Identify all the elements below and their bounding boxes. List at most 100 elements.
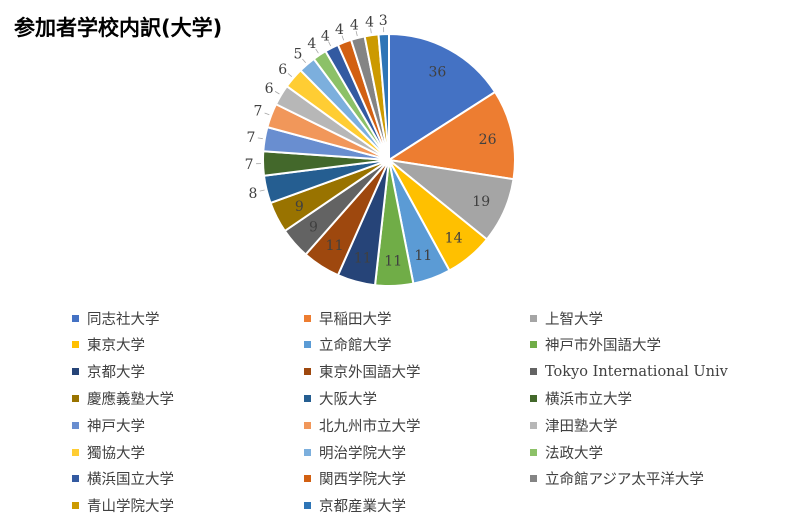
legend-swatch: [530, 368, 537, 376]
slice-value-label-18: 4: [321, 28, 330, 44]
legend-swatch: [530, 421, 537, 429]
legend-swatch: [304, 421, 311, 429]
legend-item: 立命館アジア太平洋大学: [530, 467, 704, 491]
legend-label: 横浜市立大学: [545, 391, 632, 408]
leader-line-14: [274, 91, 280, 95]
legend-item: 神戸市外国語大学: [530, 333, 661, 357]
leader-line-10: [259, 189, 265, 192]
legend-label: 東京外国語大学: [319, 365, 421, 382]
legend-item: 関西学院大学: [304, 467, 406, 491]
legend-swatch: [530, 314, 537, 322]
leader-line-18: [328, 41, 332, 47]
leader-line-20: [355, 31, 358, 37]
legend-item: 同志社大学: [72, 306, 160, 330]
legend-label: 北九州市立大学: [319, 418, 421, 435]
legend-item: 慶應義塾大学: [72, 386, 174, 410]
legend-label: 慶應義塾大学: [87, 391, 174, 408]
legend-label: 京都産業大学: [319, 499, 406, 516]
slice-value-label-22: 3: [379, 13, 388, 29]
slice-value-label-16: 5: [293, 47, 302, 63]
legend-swatch: [530, 448, 537, 456]
legend-label: 横浜国立大学: [87, 472, 174, 489]
slice-value-label-19: 4: [335, 22, 344, 38]
legend-swatch: [304, 314, 311, 322]
legend-item: 大阪大学: [304, 386, 377, 410]
slice-value-label-20: 4: [350, 17, 359, 33]
slice-value-label-5: 11: [384, 254, 402, 270]
legend-label: 上智大学: [545, 311, 603, 328]
chart-title: 参加者学校内訳(大学): [14, 16, 223, 40]
pie-slice-22: [377, 32, 390, 161]
legend-item: Tokyo International Univ: [530, 360, 728, 384]
legend-label: 青山学院大学: [87, 499, 174, 516]
slice-value-label-10: 8: [248, 186, 257, 202]
legend-item: 京都産業大学: [304, 494, 406, 518]
slice-value-label-11: 7: [245, 157, 254, 173]
legend-item: 立命館大学: [304, 333, 392, 357]
legend-label: 明治学院大学: [319, 445, 406, 462]
legend-swatch: [530, 341, 537, 349]
legend-label: 立命館アジア太平洋大学: [545, 472, 704, 489]
legend-label: 神戸市外国語大学: [545, 338, 661, 355]
slice-value-label-14: 6: [265, 81, 274, 97]
legend-label: 東京大学: [87, 338, 145, 355]
legend-swatch: [72, 341, 79, 349]
legend-label: 神戸大学: [87, 418, 145, 435]
legend-item: 京都大学: [72, 360, 145, 384]
slice-value-label-0: 36: [428, 65, 446, 81]
legend-swatch: [72, 421, 79, 429]
legend-swatch: [72, 314, 79, 322]
legend-swatch: [304, 394, 311, 402]
legend-item: 青山学院大学: [72, 494, 174, 518]
legend-label: 大阪大学: [319, 391, 377, 408]
legend-label: 早稲田大学: [319, 311, 392, 328]
leader-line-15: [287, 73, 293, 78]
legend-item: 上智大学: [530, 306, 603, 330]
slice-value-label-3: 14: [445, 230, 463, 246]
legend-label: 関西学院大学: [319, 472, 406, 489]
leader-line-17: [315, 48, 319, 54]
legend-swatch: [530, 475, 537, 483]
legend-item: 明治学院大学: [304, 440, 406, 464]
pie-slice-0: [388, 32, 497, 162]
slice-value-label-15: 6: [278, 62, 287, 78]
slice-value-label-13: 7: [254, 104, 263, 120]
legend-swatch: [72, 394, 79, 402]
legend-swatch: [530, 394, 537, 402]
legend-swatch: [72, 475, 79, 483]
slice-value-label-1: 26: [479, 132, 497, 148]
legend-swatch: [304, 368, 311, 376]
leader-line-19: [341, 35, 345, 41]
legend-swatch: [304, 475, 311, 483]
slice-value-label-8: 9: [309, 220, 318, 236]
leader-line-12: [257, 137, 263, 140]
slice-value-label-7: 11: [326, 238, 344, 254]
slice-value-label-17: 4: [307, 36, 316, 52]
legend-item: 津田塾大学: [530, 413, 618, 437]
slice-value-label-21: 4: [365, 14, 374, 30]
leader-line-13: [264, 112, 270, 116]
leader-line-16: [302, 58, 307, 64]
legend-item: 東京大学: [72, 333, 145, 357]
slice-value-label-2: 19: [472, 194, 490, 210]
legend-label: 獨協大学: [87, 445, 145, 462]
legend-swatch: [72, 448, 79, 456]
legend-swatch: [304, 341, 311, 349]
slice-value-label-12: 7: [246, 130, 255, 146]
legend-label: 京都大学: [87, 365, 145, 382]
slice-value-label-6: 11: [354, 250, 372, 266]
legend-swatch: [72, 368, 79, 376]
legend-label: 同志社大学: [87, 311, 160, 328]
legend-swatch: [304, 448, 311, 456]
legend-swatch: [72, 502, 79, 510]
legend-item: 横浜国立大学: [72, 467, 174, 491]
legend-label: 津田塾大学: [545, 418, 618, 435]
legend-item: 東京外国語大学: [304, 360, 421, 384]
legend-label: 立命館大学: [319, 338, 392, 355]
legend-item: 獨協大学: [72, 440, 145, 464]
legend-item: 北九州市立大学: [304, 413, 421, 437]
legend-item: 早稲田大学: [304, 306, 392, 330]
leader-line-21: [370, 28, 372, 34]
legend-item: 横浜市立大学: [530, 386, 632, 410]
